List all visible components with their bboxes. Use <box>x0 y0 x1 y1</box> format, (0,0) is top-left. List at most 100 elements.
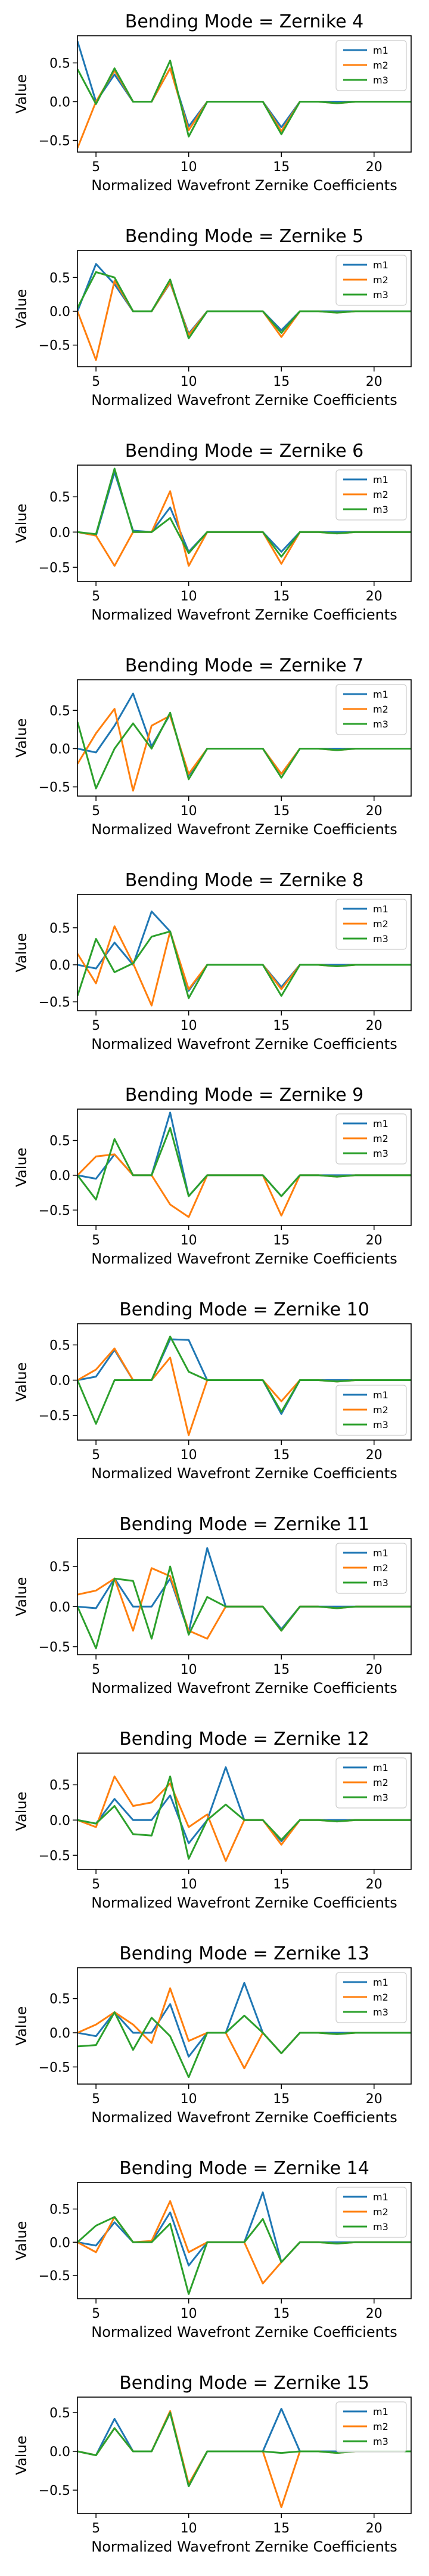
x-tick-label: 5 <box>92 1448 100 1463</box>
x-tick-label: 10 <box>181 1662 197 1677</box>
x-tick-label: 15 <box>273 589 290 604</box>
x-tick-label: 5 <box>92 1877 100 1892</box>
chart-title: Bending Mode = Zernike 11 <box>119 1514 369 1535</box>
axes-frame <box>77 2182 412 2299</box>
x-tick-label: 15 <box>273 374 290 389</box>
legend-label: m3 <box>373 1148 388 1159</box>
chart-panel-10: Bending Mode = Zernike 13 5 10 15 20 −0.5 0.0 0… <box>13 1943 412 2126</box>
legend-box <box>335 2401 407 2453</box>
legend: m1 m2 m3 <box>335 255 407 306</box>
chart-title: Bending Mode = Zernike 9 <box>125 1085 364 1106</box>
series-group <box>77 1111 411 1218</box>
legend-box <box>335 684 407 735</box>
x-tick-label: 20 <box>366 1662 383 1677</box>
x-tick-label: 10 <box>181 1018 197 1033</box>
x-tick-label: 10 <box>181 804 197 819</box>
legend-label: m1 <box>373 1389 388 1401</box>
y-axis-label: Value <box>13 1148 30 1187</box>
series-line-m3 <box>77 271 411 339</box>
x-tick-label: 5 <box>92 2521 100 2536</box>
x-tick-label: 10 <box>181 2092 197 2107</box>
legend-label: m2 <box>373 489 388 500</box>
legend-label: m1 <box>373 903 388 915</box>
x-axis-label: Normalized Wavefront Zernike Coefficient… <box>91 392 397 408</box>
legend-label: m1 <box>373 2191 388 2203</box>
legend-label: m3 <box>373 1792 388 1803</box>
x-axis-label: Normalized Wavefront Zernike Coefficient… <box>91 2538 397 2555</box>
legend-label: m3 <box>373 2007 388 2018</box>
series-line-m3 <box>77 1127 411 1201</box>
x-tick-label: 20 <box>366 160 383 175</box>
legend-label: m3 <box>373 1419 388 1431</box>
chart-title: Bending Mode = Zernike 15 <box>119 2373 369 2394</box>
legend-label: m2 <box>373 60 388 71</box>
y-axis-label: Value <box>13 1792 30 1831</box>
chart-panel-5: Bending Mode = Zernike 8 5 10 15 20 −0.5 0.0 0.… <box>13 870 412 1052</box>
series-group <box>77 911 411 1007</box>
legend-label: m1 <box>373 2406 388 2417</box>
x-tick-label: 15 <box>273 2092 290 2107</box>
legend-label: m1 <box>373 474 388 485</box>
y-tick-label: 0.5 <box>49 1992 70 2007</box>
axes-frame <box>77 894 412 1011</box>
x-tick-label: 20 <box>366 1448 383 1463</box>
x-tick-label: 15 <box>273 160 290 175</box>
y-tick-label: 0.0 <box>49 525 70 540</box>
x-tick-label: 15 <box>273 804 290 819</box>
legend: m1 m2 m3 <box>335 40 407 91</box>
axes-frame <box>77 465 412 582</box>
x-tick-label: 5 <box>92 804 100 819</box>
x-tick-label: 20 <box>366 589 383 604</box>
chart-title: Bending Mode = Zernike 14 <box>119 2158 369 2179</box>
x-tick-label: 5 <box>92 2092 100 2107</box>
series-group <box>77 1547 411 1649</box>
y-tick-label: −0.5 <box>39 2269 70 2284</box>
legend-box <box>335 1972 407 2023</box>
series-line-m3 <box>77 60 411 138</box>
x-tick-label: 5 <box>92 160 100 175</box>
chart-panel-6: Bending Mode = Zernike 9 5 10 15 20 −0.5 0.0 0.… <box>13 1085 412 1267</box>
axes-frame <box>77 250 412 367</box>
x-tick-label: 5 <box>92 2306 100 2321</box>
legend-label: m3 <box>373 1577 388 1589</box>
x-tick-label: 15 <box>273 1233 290 1248</box>
legend-label: m2 <box>373 1133 388 1144</box>
axes-frame <box>77 1109 412 1226</box>
chart-title: Bending Mode = Zernike 6 <box>125 441 364 462</box>
chart-panel-4: Bending Mode = Zernike 7 5 10 15 20 −0.5 0.0 0.… <box>13 655 412 838</box>
y-tick-label: 0.5 <box>49 1560 70 1575</box>
legend: m1 m2 m3 <box>335 1113 407 1165</box>
y-tick-label: 0.5 <box>49 2406 70 2421</box>
x-tick-label: 5 <box>92 1662 100 1677</box>
chart-title: Bending Mode = Zernike 5 <box>125 226 364 247</box>
chart-title: Bending Mode = Zernike 10 <box>119 1299 369 1320</box>
chart-title: Bending Mode = Zernike 8 <box>125 870 364 891</box>
legend-box <box>335 40 407 91</box>
x-tick-label: 15 <box>273 1018 290 1033</box>
y-axis-label: Value <box>13 75 30 114</box>
chart-title: Bending Mode = Zernike 13 <box>119 1943 369 1964</box>
legend: m1 m2 m3 <box>335 2401 407 2453</box>
x-tick-label: 20 <box>366 1877 383 1892</box>
x-tick-label: 15 <box>273 1877 290 1892</box>
legend-box <box>335 899 407 950</box>
chart-panel-12: Bending Mode = Zernike 15 5 10 15 20 −0.5 0.0 0… <box>13 2373 412 2555</box>
y-tick-label: 0.0 <box>49 305 70 320</box>
y-tick-label: 0.0 <box>49 1374 70 1389</box>
x-tick-label: 10 <box>181 374 197 389</box>
y-axis-label: Value <box>13 2007 30 2046</box>
x-tick-label: 20 <box>366 1018 383 1033</box>
x-tick-label: 10 <box>181 1448 197 1463</box>
chart-panel-9: Bending Mode = Zernike 12 5 10 15 20 −0.5 0.0 0… <box>13 1729 412 1911</box>
legend: m1 m2 m3 <box>335 1385 407 1436</box>
chart-title: Bending Mode = Zernike 4 <box>125 11 364 32</box>
series-group <box>77 1981 411 2079</box>
x-tick-label: 20 <box>366 1233 383 1248</box>
y-axis-label: Value <box>13 504 30 543</box>
axes-frame <box>77 1967 412 2085</box>
x-tick-label: 10 <box>181 2521 197 2536</box>
y-axis-label: Value <box>13 2436 30 2475</box>
x-tick-label: 10 <box>181 1877 197 1892</box>
y-axis-label: Value <box>13 933 30 973</box>
series-line-m3 <box>77 467 411 558</box>
